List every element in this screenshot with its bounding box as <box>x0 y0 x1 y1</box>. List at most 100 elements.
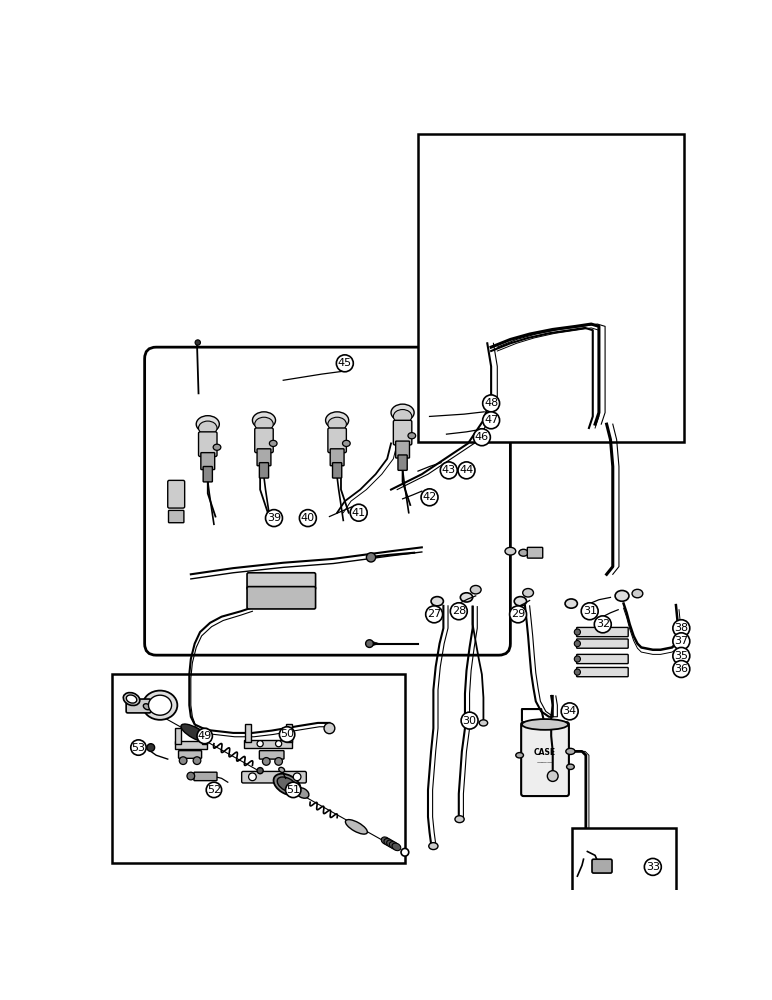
Ellipse shape <box>389 842 398 849</box>
Polygon shape <box>372 641 380 646</box>
Text: 27: 27 <box>427 609 442 619</box>
Ellipse shape <box>198 421 217 435</box>
Ellipse shape <box>392 843 401 851</box>
Ellipse shape <box>296 788 309 798</box>
Text: 48: 48 <box>484 398 498 408</box>
Text: 42: 42 <box>422 492 437 502</box>
Text: 41: 41 <box>351 508 366 518</box>
Bar <box>112 674 405 863</box>
Circle shape <box>197 728 212 744</box>
Ellipse shape <box>387 840 395 848</box>
Text: 37: 37 <box>674 636 689 646</box>
FancyBboxPatch shape <box>247 573 316 590</box>
Circle shape <box>574 641 581 647</box>
Ellipse shape <box>567 764 574 769</box>
Ellipse shape <box>345 820 367 834</box>
Ellipse shape <box>514 597 527 606</box>
Ellipse shape <box>328 417 347 431</box>
FancyBboxPatch shape <box>126 699 151 713</box>
Ellipse shape <box>565 599 577 608</box>
FancyBboxPatch shape <box>198 432 217 456</box>
Text: 43: 43 <box>442 465 455 475</box>
Circle shape <box>187 772 195 780</box>
Text: 28: 28 <box>452 606 466 616</box>
Ellipse shape <box>277 777 297 792</box>
Ellipse shape <box>522 719 568 730</box>
Text: 34: 34 <box>563 706 577 716</box>
FancyBboxPatch shape <box>527 547 543 558</box>
Ellipse shape <box>394 410 411 423</box>
FancyBboxPatch shape <box>328 428 347 453</box>
FancyBboxPatch shape <box>201 728 207 744</box>
Ellipse shape <box>615 590 629 601</box>
Circle shape <box>179 757 187 764</box>
Circle shape <box>425 606 442 623</box>
Circle shape <box>547 771 558 781</box>
Bar <box>418 134 684 442</box>
Circle shape <box>193 757 201 764</box>
Circle shape <box>574 629 581 635</box>
Text: 47: 47 <box>484 415 498 425</box>
Circle shape <box>266 510 283 527</box>
Text: 29: 29 <box>511 609 525 619</box>
Ellipse shape <box>127 695 137 703</box>
FancyBboxPatch shape <box>174 741 207 749</box>
FancyBboxPatch shape <box>257 449 271 466</box>
FancyBboxPatch shape <box>521 722 569 796</box>
FancyBboxPatch shape <box>168 510 184 523</box>
Ellipse shape <box>252 412 276 429</box>
Circle shape <box>450 603 467 620</box>
Ellipse shape <box>144 704 151 710</box>
Circle shape <box>673 620 690 637</box>
Text: 35: 35 <box>674 651 689 661</box>
Ellipse shape <box>381 837 390 844</box>
Circle shape <box>257 768 263 774</box>
FancyBboxPatch shape <box>286 724 292 742</box>
FancyBboxPatch shape <box>396 441 409 458</box>
Circle shape <box>286 782 301 798</box>
Circle shape <box>482 395 499 412</box>
FancyBboxPatch shape <box>577 627 628 637</box>
Ellipse shape <box>143 691 178 720</box>
Text: 40: 40 <box>301 513 315 523</box>
Circle shape <box>300 510 317 527</box>
Text: 46: 46 <box>475 432 489 442</box>
Circle shape <box>257 741 263 747</box>
Circle shape <box>561 703 578 720</box>
Text: 31: 31 <box>583 606 597 616</box>
FancyBboxPatch shape <box>175 728 181 744</box>
FancyBboxPatch shape <box>194 772 217 781</box>
FancyBboxPatch shape <box>178 751 201 758</box>
Ellipse shape <box>455 816 464 823</box>
Circle shape <box>206 782 222 798</box>
FancyBboxPatch shape <box>394 420 411 445</box>
Ellipse shape <box>428 843 438 850</box>
Circle shape <box>645 858 662 875</box>
Ellipse shape <box>279 767 285 772</box>
Ellipse shape <box>566 748 575 754</box>
Circle shape <box>279 727 295 742</box>
Circle shape <box>673 647 690 664</box>
Circle shape <box>461 712 478 729</box>
FancyBboxPatch shape <box>577 639 628 648</box>
FancyBboxPatch shape <box>168 480 185 508</box>
Circle shape <box>510 606 527 623</box>
Circle shape <box>337 355 354 372</box>
Text: 36: 36 <box>674 664 689 674</box>
Ellipse shape <box>479 720 488 726</box>
Text: 30: 30 <box>462 716 476 726</box>
FancyBboxPatch shape <box>244 740 292 748</box>
FancyBboxPatch shape <box>255 428 273 453</box>
FancyBboxPatch shape <box>577 654 628 664</box>
FancyBboxPatch shape <box>201 453 215 470</box>
Text: 32: 32 <box>596 619 610 629</box>
Text: 51: 51 <box>286 785 300 795</box>
Circle shape <box>130 740 146 755</box>
Ellipse shape <box>384 838 393 846</box>
Ellipse shape <box>519 549 528 556</box>
Circle shape <box>458 462 475 479</box>
Ellipse shape <box>523 589 533 597</box>
Text: 38: 38 <box>674 623 689 633</box>
Circle shape <box>147 744 154 751</box>
Text: 33: 33 <box>646 862 660 872</box>
